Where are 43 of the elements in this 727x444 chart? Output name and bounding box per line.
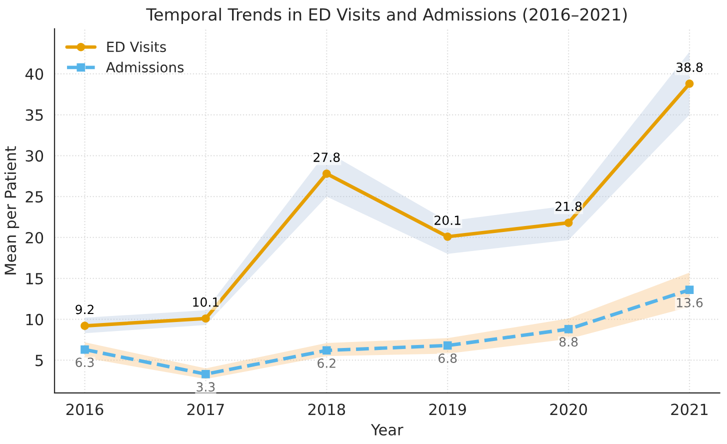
data-label: 38.8 [676, 62, 703, 72]
y-tick-label: 20 [26, 232, 44, 244]
data-label: 6.8 [438, 354, 457, 364]
y-tick-label: 5 [36, 354, 43, 366]
point [202, 370, 210, 378]
data-label: 6.2 [318, 358, 336, 368]
x-tick-label: 2016 [66, 404, 104, 416]
y-tick-label: 30 [26, 150, 44, 162]
data-label: 13.6 [676, 298, 703, 308]
data-label: 3.3 [196, 382, 215, 392]
data-label: 20.1 [434, 216, 460, 226]
y-tick-label: 40 [25, 68, 44, 80]
chart-title: Temporal Trends in ED Visits and Admissions (2016–2021) [146, 8, 627, 24]
x-axis-title: Year [370, 424, 404, 436]
y-axis-title: Mean per Patient [4, 146, 20, 274]
data-label: 6.3 [76, 358, 94, 368]
legend-label: Admissions [106, 62, 184, 72]
point [322, 170, 331, 178]
point [685, 80, 694, 88]
x-tick-label: 2020 [550, 404, 587, 416]
x-tick-label: 2018 [308, 404, 346, 416]
point [80, 322, 89, 330]
point [202, 314, 210, 323]
x-tick-label: 2021 [671, 404, 708, 416]
y-tick-label: 10 [26, 314, 44, 326]
x-tick-label: 2019 [429, 404, 466, 416]
y-tick-label: 15 [26, 273, 43, 284]
point [80, 345, 89, 354]
point [564, 218, 573, 227]
x-tick-label: 2017 [187, 404, 224, 416]
y-tick-label: 35 [26, 109, 43, 121]
point [443, 341, 452, 350]
legend-label: ED Visits [107, 41, 166, 52]
data-label: 21.8 [556, 202, 582, 212]
y-tick-label: 25 [26, 191, 43, 203]
data-label: 8.8 [559, 337, 578, 347]
point [685, 286, 694, 294]
point [443, 232, 452, 241]
point [564, 324, 573, 334]
data-label: 9.2 [76, 304, 94, 314]
point [322, 346, 331, 355]
data-label: 10.1 [193, 297, 218, 307]
data-label: 27.8 [314, 152, 340, 162]
